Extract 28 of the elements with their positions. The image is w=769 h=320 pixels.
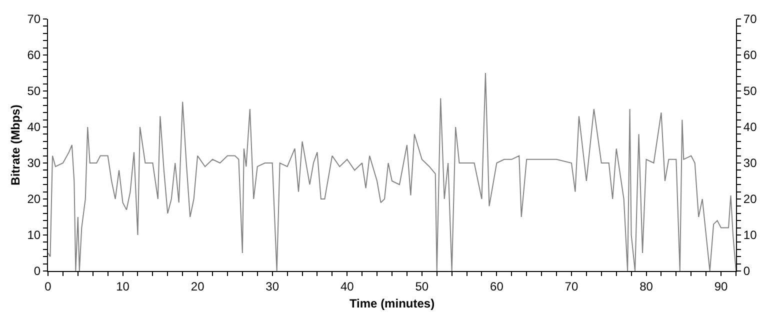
y2-tick-label: 20	[743, 192, 758, 206]
x-tick-label: 70	[564, 279, 578, 294]
y2-tick-label: 40	[743, 120, 758, 134]
x-axis-title: Time (minutes)	[349, 296, 435, 310]
y-tick-label: 30	[27, 156, 41, 170]
x-tick-label: 80	[640, 279, 654, 294]
y-tick-label: 40	[27, 120, 41, 134]
x-tick-label: 50	[415, 279, 429, 294]
x-tick-label: 20	[190, 279, 205, 294]
y2-tick-label: 10	[743, 228, 758, 242]
y2-tick-label: 0	[743, 264, 750, 278]
x-tick-label: 40	[340, 279, 354, 294]
y-axis-title: Bitrate (Mbps)	[8, 104, 23, 186]
y2-tick-label: 50	[743, 84, 758, 98]
y-tick-label: 10	[27, 228, 41, 242]
y2-tick-label: 70	[743, 12, 758, 26]
y-tick-label: 20	[27, 192, 41, 206]
x-tick-label: 30	[266, 279, 280, 294]
x-tick-label: 60	[490, 279, 504, 294]
y-tick-label: 0	[34, 264, 41, 278]
x-tick-label: 90	[714, 279, 728, 294]
y-tick-label: 70	[27, 12, 41, 26]
x-tick-label: 0	[44, 279, 52, 294]
y2-tick-label: 60	[743, 48, 758, 62]
y-tick-label: 50	[27, 84, 41, 98]
y2-tick-label: 30	[743, 156, 758, 170]
x-tick-label: 10	[116, 279, 130, 294]
y-tick-label: 60	[27, 48, 41, 62]
